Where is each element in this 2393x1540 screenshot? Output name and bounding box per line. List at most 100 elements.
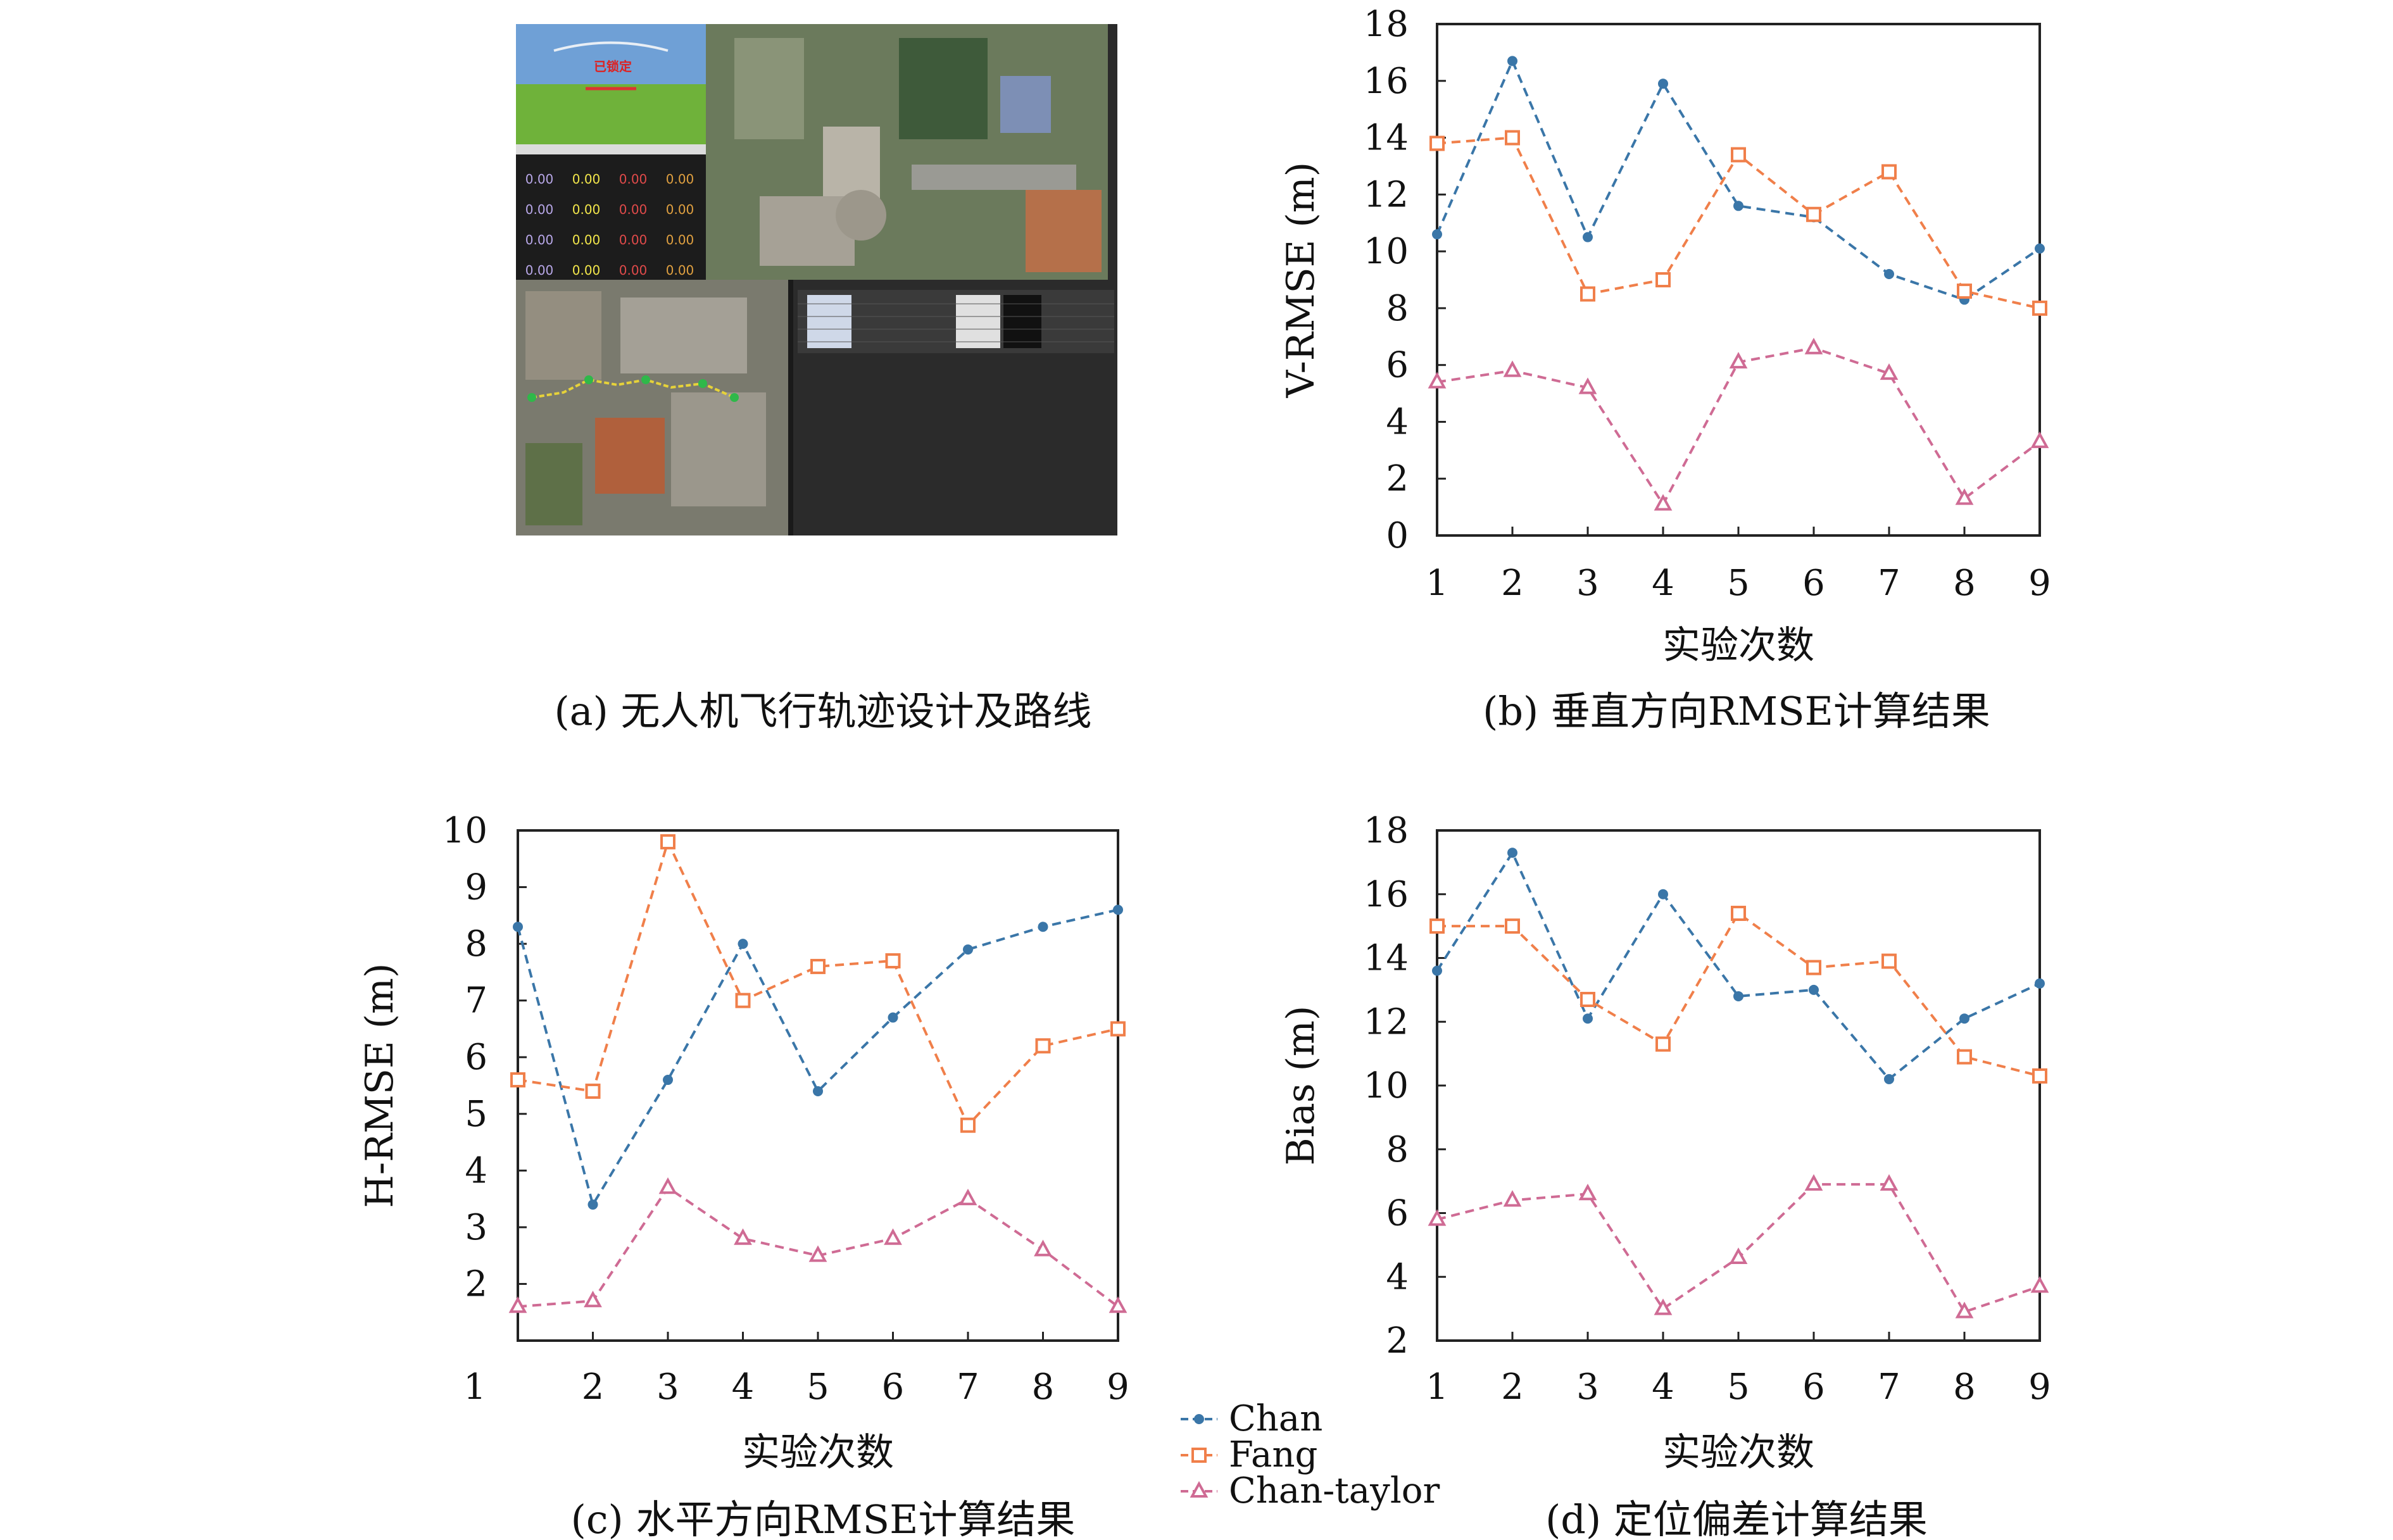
data-point-chan-taylor bbox=[1804, 337, 1823, 354]
gauge-value: 0.00 bbox=[572, 172, 601, 187]
y-tick-label: 10 bbox=[443, 810, 487, 851]
data-point-fang bbox=[2032, 300, 2047, 316]
x-tick-label: 6 bbox=[1802, 563, 1825, 604]
flight-hud: 已锁定 bbox=[516, 24, 706, 154]
x-tick-label: 3 bbox=[1576, 563, 1599, 604]
data-point-chan-taylor bbox=[1503, 1190, 1522, 1207]
data-point-chan-taylor bbox=[884, 1228, 902, 1245]
y-tick-label: 14 bbox=[1364, 938, 1409, 979]
x-tick-label: 9 bbox=[2028, 563, 2051, 604]
caption-a: (a) 无人机飞行轨迹设计及路线 bbox=[554, 688, 1091, 734]
y-axis-title: H-RMSE (m) bbox=[358, 963, 402, 1208]
series-line-chan bbox=[1436, 850, 2040, 1081]
gauge-value: 0.00 bbox=[666, 232, 694, 247]
gauge-value: 0.00 bbox=[619, 202, 648, 217]
hud-status-text: 已锁定 bbox=[594, 59, 632, 74]
data-point-chan-taylor bbox=[1955, 488, 1974, 505]
x-tick-label: 2 bbox=[1501, 1367, 1524, 1408]
y-tick-label: 7 bbox=[465, 980, 487, 1022]
y-tick-label: 6 bbox=[1386, 345, 1409, 386]
data-point-fang bbox=[1655, 272, 1671, 287]
y-axis-title: V-RMSE (m) bbox=[1279, 162, 1323, 398]
x-tick-label: 9 bbox=[2028, 1367, 2051, 1408]
x-tick-label: 7 bbox=[1878, 1367, 1900, 1408]
waypoint-marker bbox=[641, 375, 650, 384]
data-point-chan bbox=[1583, 232, 1593, 242]
data-table-panel bbox=[788, 280, 1117, 535]
x-tick-label: 1 bbox=[1426, 563, 1448, 604]
x-tick-label: 4 bbox=[1652, 563, 1674, 604]
y-tick-label: 16 bbox=[1364, 874, 1409, 915]
data-point-fang bbox=[1429, 918, 1445, 934]
data-point-fang bbox=[1505, 918, 1520, 934]
data-point-fang bbox=[960, 1117, 976, 1133]
x-tick-label: 7 bbox=[957, 1367, 979, 1408]
waypoint-marker bbox=[730, 393, 739, 402]
gauge-value: 0.00 bbox=[666, 172, 694, 187]
gauge-value: 0.00 bbox=[572, 202, 601, 217]
data-point-chan-taylor bbox=[1880, 1174, 1899, 1191]
data-point-chan bbox=[738, 939, 748, 949]
x-tick-label: 6 bbox=[1802, 1367, 1825, 1408]
data-point-fang bbox=[885, 953, 901, 968]
data-point-chan bbox=[963, 944, 973, 955]
y-tick-label: 12 bbox=[1364, 174, 1409, 215]
y-tick-label: 18 bbox=[1364, 810, 1409, 851]
gauge-value: 0.00 bbox=[525, 202, 554, 217]
data-point-fang bbox=[1806, 206, 1821, 222]
gauge-value: 0.00 bbox=[525, 263, 554, 278]
series-line-chan-taylor bbox=[1436, 346, 2041, 507]
y-tick-label: 6 bbox=[465, 1037, 487, 1078]
data-point-fang bbox=[810, 958, 826, 974]
y-tick-label: 12 bbox=[1364, 1001, 1409, 1042]
y-tick-label: 5 bbox=[465, 1094, 487, 1135]
data-point-chan-taylor bbox=[1654, 1298, 1673, 1315]
data-point-chan-taylor bbox=[1578, 377, 1597, 394]
y-tick-label: 14 bbox=[1364, 118, 1409, 159]
x-tick-label: 4 bbox=[1652, 1367, 1674, 1408]
legend-marker-chan-taylor bbox=[1190, 1481, 1209, 1498]
x-tick-label: 2 bbox=[582, 1367, 605, 1408]
y-tick-label: 8 bbox=[1386, 1129, 1409, 1170]
gauge-value: 0.00 bbox=[666, 263, 694, 278]
legend-label-chan-taylor: Chan-taylor bbox=[1229, 1470, 1440, 1512]
series-line-chan bbox=[1436, 58, 2041, 301]
series-line-fang bbox=[1437, 911, 2040, 1077]
instrument-panel: 0.00 0.00 0.00 0.00 0.00 0.00 0.00 0.00 0.00 0.00… bbox=[516, 154, 706, 280]
y-tick-label: 2 bbox=[465, 1263, 487, 1305]
plot-frame bbox=[1436, 23, 2041, 537]
data-point-chan bbox=[1959, 1013, 1969, 1024]
series-line-fang bbox=[517, 838, 1119, 1128]
y-tick-label: 0 bbox=[1386, 515, 1409, 556]
legend-label-chan: Chan bbox=[1229, 1398, 1322, 1439]
y-tick-label: 8 bbox=[465, 923, 487, 965]
x-tick-label: 5 bbox=[807, 1367, 829, 1408]
data-point-chan-taylor bbox=[658, 1177, 677, 1194]
data-point-chan-taylor bbox=[1804, 1174, 1823, 1191]
x-tick-label: 3 bbox=[1576, 1367, 1599, 1408]
data-point-chan-taylor bbox=[1109, 1296, 1127, 1313]
x-axis-title: 实验次数 bbox=[1662, 623, 1814, 668]
data-point-fang bbox=[1731, 905, 1746, 921]
waypoint-marker bbox=[584, 375, 593, 384]
panel-a-screenshot: 已锁定 0.00 0.00 0.00 0.000.00 0.00 0.00 0.000.00… bbox=[516, 24, 1117, 535]
data-point-fang bbox=[1731, 147, 1746, 163]
data-point-fang bbox=[1110, 1021, 1126, 1037]
x-tick-label: 4 bbox=[732, 1367, 755, 1408]
data-point-chan-taylor bbox=[1729, 1247, 1748, 1265]
data-point-chan bbox=[1733, 201, 1743, 211]
gauge-value: 0.00 bbox=[619, 263, 648, 278]
data-point-chan-taylor bbox=[1428, 372, 1447, 389]
data-point-chan bbox=[1432, 965, 1442, 976]
x-tick-label: 8 bbox=[1953, 563, 1976, 604]
data-point-fang bbox=[1957, 1049, 1972, 1065]
data-point-chan-taylor bbox=[1578, 1184, 1597, 1201]
data-point-chan bbox=[663, 1075, 673, 1086]
x-tick-label: 1 bbox=[1426, 1367, 1448, 1408]
data-point-chan bbox=[813, 1086, 823, 1096]
data-point-fang bbox=[1881, 953, 1897, 969]
gauge-value: 0.00 bbox=[619, 232, 648, 247]
caption-c: (c) 水平方向RMSE计算结果 bbox=[571, 1496, 1076, 1540]
